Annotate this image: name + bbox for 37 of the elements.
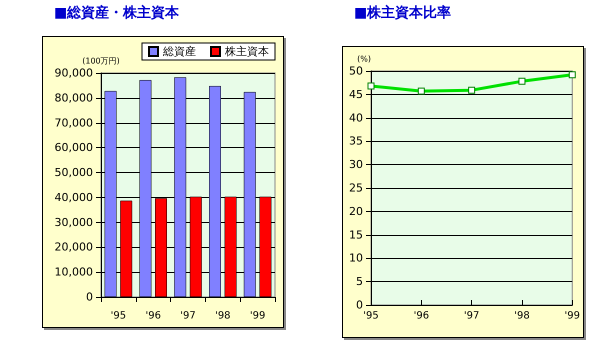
y-tick-label: 50 [349,64,363,78]
y-tick-label: 20 [349,204,363,218]
x-tick-label: '95 [110,310,126,322]
x-tick-label: '96 [414,310,430,322]
y-axis-title: (%) [357,54,371,64]
x-tick-label: '97 [464,310,480,322]
x-tick-label: '96 [145,310,161,322]
y-tick-label: 0 [86,290,93,304]
x-tick-label: '95 [363,310,379,322]
y-tick-label: 40 [349,111,363,124]
y-tick-label: 90,000 [54,66,93,80]
x-tick-label: '99 [250,310,266,322]
chart-title: ■総資産・株主資本 [54,4,180,23]
y-tick-label: 10,000 [54,266,93,279]
y-tick-label: 5 [356,275,363,288]
y-tick-label: 10 [349,252,363,265]
y-tick-label: 30 [349,158,363,172]
y-tick-label: 35 [349,134,363,148]
x-tick-label: '98 [215,310,231,322]
legend-label: 総資産 [162,45,196,58]
y-tick-label: 45 [349,88,363,101]
y-tick-label: 40,000 [54,190,93,204]
y-tick-label: 70,000 [54,116,93,130]
y-tick-label: 50,000 [54,166,93,180]
y-tick-label: 20,000 [54,240,93,254]
legend-label: 株主資本 [224,45,269,58]
y-tick-label: 60,000 [54,141,93,154]
y-tick-label: 25 [349,182,363,194]
x-tick-label: '99 [564,310,580,322]
y-tick-label: 0 [356,298,363,312]
x-tick-label: '97 [180,310,196,322]
y-tick-label: 15 [349,228,363,242]
x-tick-label: '98 [514,310,530,322]
y-axis-title: (100万円) [82,56,120,66]
chart-title: ■株主資本比率 [354,4,452,23]
y-tick-label: 80,000 [54,91,93,104]
y-tick-label: 30,000 [54,216,93,229]
